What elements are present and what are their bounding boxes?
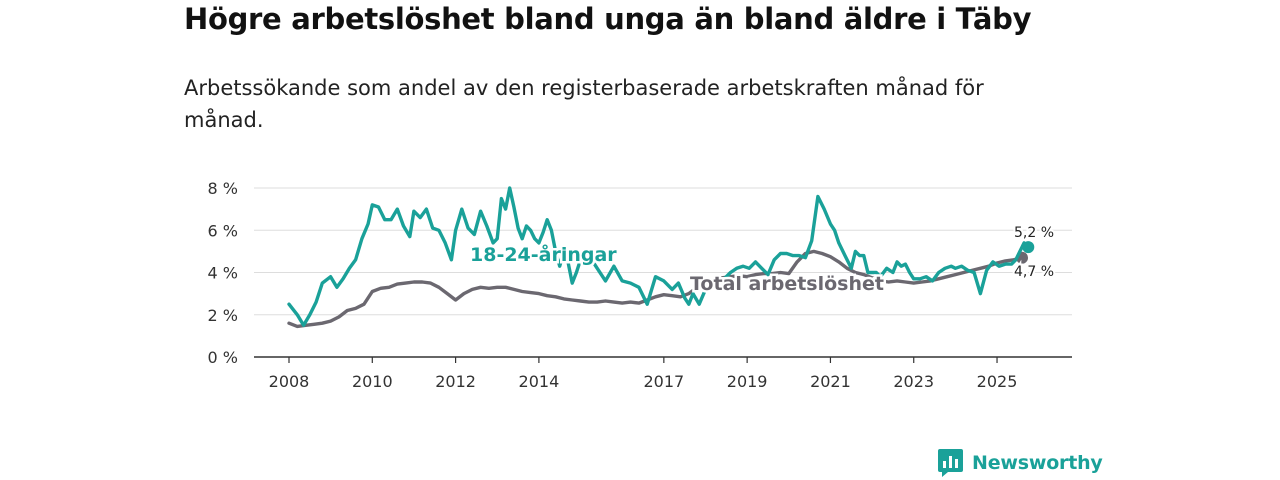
y-tick-label: 2 % — [208, 306, 238, 325]
x-tick-label: 2014 — [519, 372, 560, 391]
axes: 0 % 2 % 4 % 6 % 8 % 2008 2010 2012 2014 2017 2019 2… — [208, 179, 1072, 391]
series-label-total: Total arbetslöshet — [690, 273, 884, 295]
chart-title: Högre arbetslöshet bland unga än bland ä… — [184, 2, 1032, 36]
series-label-youth: 18-24-åringar — [470, 242, 617, 266]
y-tick-label: 6 % — [208, 221, 238, 240]
end-label-total: 4,7 % — [1014, 264, 1054, 280]
chart-subtitle: Arbetssökande som andel av den registerb… — [184, 76, 984, 132]
series-line-youth — [287, 186, 1030, 327]
newsworthy-logo-text: Newsworthy — [972, 452, 1103, 474]
x-tick-label: 2012 — [435, 372, 476, 391]
x-tick-label: 2019 — [727, 372, 768, 391]
line-chart: 0 % 2 % 4 % 6 % 8 % 2008 2010 2012 2014 2017 2019 2… — [208, 179, 1072, 391]
y-tick-label: 8 % — [208, 179, 238, 198]
end-label-youth: 5,2 % — [1014, 225, 1054, 241]
y-tick-label: 4 % — [208, 264, 238, 283]
gridlines — [254, 187, 1072, 316]
y-tick-label: 0 % — [208, 348, 238, 367]
newsworthy-logo: Newsworthy — [937, 448, 1103, 478]
x-tick-label: 2021 — [810, 372, 851, 391]
x-tick-label: 2017 — [643, 372, 684, 391]
x-tick-label: 2025 — [977, 372, 1018, 391]
series-lines — [287, 186, 1035, 329]
x-tick-label: 2010 — [352, 372, 393, 391]
x-tick-label: 2008 — [269, 372, 310, 391]
end-point-youth — [1022, 241, 1035, 254]
x-tick-label: 2023 — [893, 372, 934, 391]
newsworthy-logo-icon — [938, 449, 963, 477]
labels: 18-24-åringar Total arbetslöshet 5,2 % 4… — [468, 223, 1057, 298]
series-line-total — [287, 249, 1024, 329]
